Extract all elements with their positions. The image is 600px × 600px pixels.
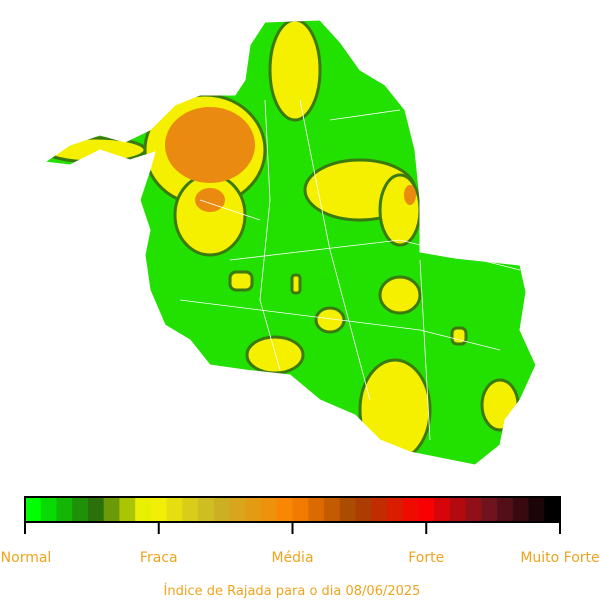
color-swatch [449, 497, 467, 522]
color-swatch [261, 497, 278, 522]
color-swatch [229, 497, 246, 522]
legend-label: Normal [1, 550, 52, 566]
color-swatch [276, 497, 293, 522]
color-swatch [72, 497, 89, 522]
color-swatch [512, 497, 530, 522]
color-swatch [292, 497, 309, 522]
color-swatch [418, 497, 435, 522]
color-swatch [166, 497, 183, 522]
color-swatch [465, 497, 482, 522]
color-swatch [119, 497, 136, 522]
color-swatch [371, 497, 388, 522]
color-swatch [213, 497, 231, 522]
color-swatch [40, 497, 57, 522]
legend-ticks: Normal Fraca Média Forte Muito Forte [1, 522, 600, 566]
color-swatch [87, 497, 105, 522]
color-swatch [544, 497, 561, 522]
color-swatch [198, 497, 215, 522]
color-swatch [56, 497, 73, 522]
legend-label: Fraca [140, 550, 178, 566]
color-swatch [481, 497, 498, 522]
color-swatch [103, 497, 120, 522]
legend-label: Muito Forte [520, 550, 599, 566]
color-swatch [402, 497, 419, 522]
color-swatch [308, 497, 325, 522]
color-bar [25, 497, 561, 522]
state-map [44, 19, 537, 466]
color-swatch [528, 497, 545, 522]
color-swatch [355, 497, 372, 522]
color-swatch [434, 497, 451, 522]
caption: Índice de Rajada para o dia 08/06/2025 [164, 583, 421, 599]
color-swatch [150, 497, 168, 522]
color-swatch [135, 497, 152, 522]
color-swatch [339, 497, 356, 522]
color-swatch [182, 497, 199, 522]
legend-label: Forte [408, 550, 444, 566]
legend-label: Média [271, 550, 313, 566]
color-swatch [497, 497, 514, 522]
color-swatch [25, 497, 42, 522]
color-swatch [386, 497, 404, 522]
color-swatch [323, 497, 341, 522]
color-swatch [245, 497, 262, 522]
